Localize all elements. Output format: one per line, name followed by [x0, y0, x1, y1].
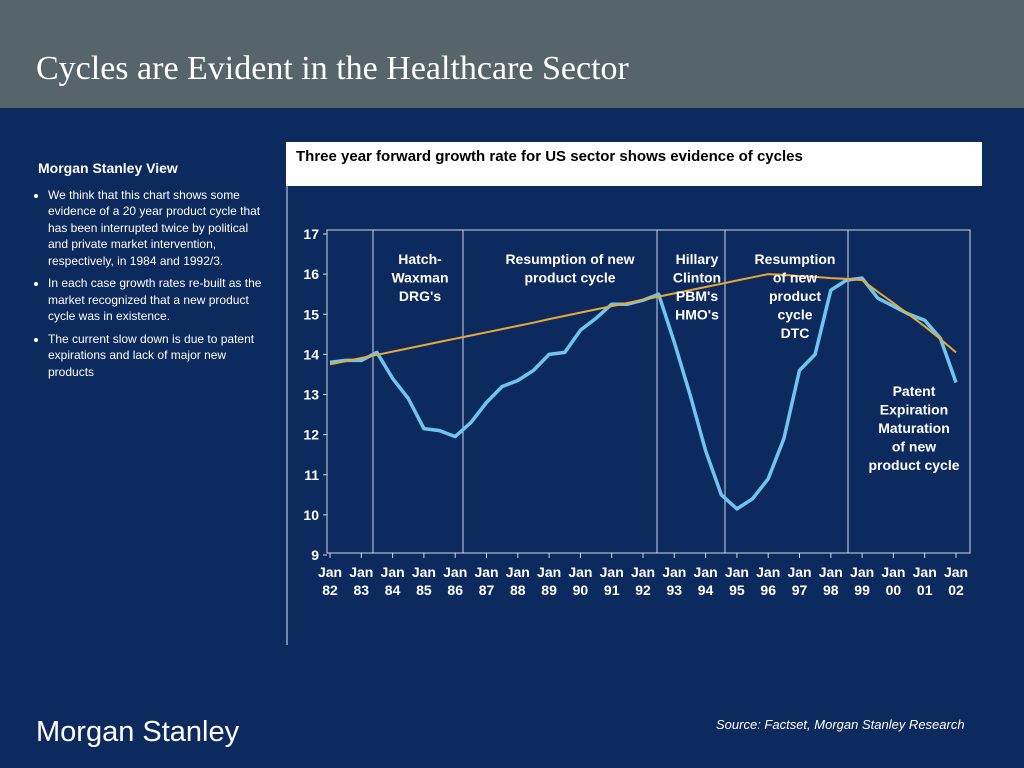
annotation: Clinton: [673, 270, 721, 286]
plot-frame: [326, 229, 971, 554]
annotation: Maturation: [878, 420, 950, 436]
bullet: In each case growth rates re-built as th…: [48, 275, 263, 325]
x-tick-label: Jan 88: [506, 564, 530, 598]
series-line: [329, 276, 958, 511]
x-tick-label: Jan 99: [850, 564, 874, 598]
annotation: cycle: [777, 307, 812, 323]
series-line: [329, 273, 957, 366]
x-tick-label: Jan 90: [568, 564, 592, 598]
y-tick-label: 16: [303, 266, 319, 282]
y-tick-label: 13: [303, 387, 319, 403]
annotation: Hillary: [676, 251, 719, 267]
x-tick-label: Jan 93: [662, 564, 686, 598]
y-tick-label: 17: [303, 226, 319, 242]
annotation: Resumption of new: [505, 251, 634, 267]
x-tick-label: Jan 02: [944, 564, 968, 598]
y-tick-label: 10: [303, 507, 319, 523]
slide-title: Cycles are Evident in the Healthcare Sec…: [36, 50, 629, 87]
bullet: The current slow down is due to patent e…: [48, 331, 263, 381]
bullet-list: We think that this chart shows some evid…: [38, 187, 263, 381]
annotation: product cycle: [868, 457, 959, 473]
x-tick-label: Jan 96: [756, 564, 780, 598]
annotation: Patent: [893, 383, 936, 399]
y-tick-label: 12: [303, 427, 319, 443]
x-tick-label: Jan 98: [819, 564, 843, 598]
x-tick-label: Jan 00: [881, 564, 905, 598]
x-tick-label: Jan 86: [443, 564, 467, 598]
annotation: Waxman: [391, 270, 448, 286]
chart-title-box: Three year forward growth rate for US se…: [286, 142, 982, 186]
annotation: of new: [773, 270, 817, 286]
annotation: Resumption: [755, 251, 836, 267]
annotation: DTC: [781, 325, 810, 341]
x-tick-label: Jan 89: [537, 564, 561, 598]
y-tick-label: 11: [304, 467, 319, 483]
chart-title: Three year forward growth rate for US se…: [296, 148, 803, 165]
y-tick-label: 9: [311, 547, 319, 563]
x-tick-label: Jan 87: [474, 564, 498, 598]
annotation: HMO's: [675, 307, 719, 323]
header: Cycles are Evident in the Healthcare Sec…: [0, 0, 1024, 108]
annotation: product cycle: [524, 270, 615, 286]
y-tick-label: 15: [303, 306, 319, 322]
x-tick-label: Jan 84: [381, 564, 405, 598]
annotation: of new: [892, 439, 936, 455]
logo: Morgan Stanley: [36, 716, 240, 748]
x-tick-label: Jan 01: [913, 564, 937, 598]
x-tick-label: Jan 85: [412, 564, 436, 598]
x-tick-label: Jan 82: [318, 564, 342, 598]
x-tick-label: Jan 91: [600, 564, 624, 598]
annotation: PBM's: [676, 288, 718, 304]
x-tick-label: Jan 92: [631, 564, 655, 598]
annotation: Expiration: [880, 402, 948, 418]
sidebar-heading: Morgan Stanley View: [38, 160, 178, 176]
annotation: product: [769, 288, 821, 304]
y-tick-label: 14: [303, 346, 319, 362]
annotation: Hatch-: [398, 251, 442, 267]
x-tick-label: Jan 95: [725, 564, 749, 598]
x-tick-label: Jan 94: [694, 564, 718, 598]
source: Source: Factset, Morgan Stanley Research: [716, 717, 965, 732]
sidebar: Morgan Stanley View We think that this c…: [38, 160, 263, 386]
annotation: DRG's: [399, 288, 441, 304]
x-tick-label: Jan 83: [349, 564, 373, 598]
bullet: We think that this chart shows some evid…: [48, 187, 263, 270]
x-tick-label: Jan 97: [787, 564, 811, 598]
